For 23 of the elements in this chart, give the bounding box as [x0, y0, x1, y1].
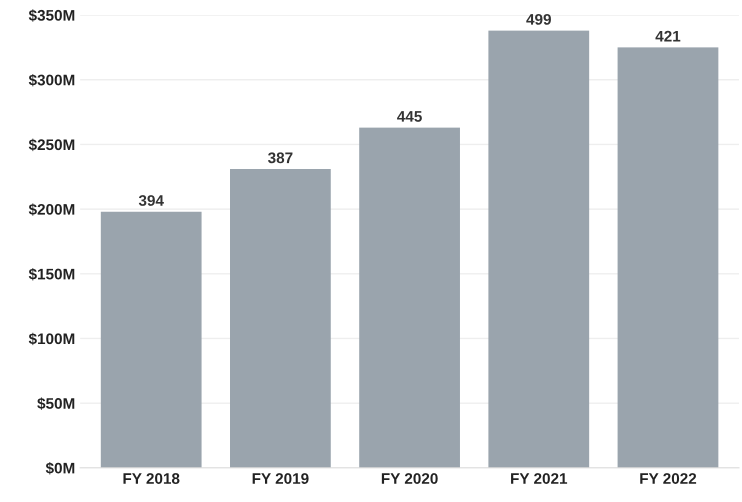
- y-tick-label: $0M: [46, 462, 74, 475]
- annotation: 394: [138, 195, 164, 206]
- y-tick-label: $250M: [28, 138, 74, 152]
- annotation: 499: [526, 14, 551, 25]
- bar: [359, 128, 460, 468]
- x-tick-label: FY 2020: [382, 473, 438, 484]
- annotation: 421: [655, 30, 680, 42]
- bar: [230, 169, 331, 468]
- bar: [488, 30, 590, 468]
- x-tick-label: FY 2018: [123, 473, 180, 484]
- bar: [618, 47, 718, 468]
- annotation: 445: [397, 111, 422, 122]
- y-tick-label: $350M: [28, 9, 74, 22]
- y-tick-label: $150M: [28, 268, 74, 280]
- x-tick-label: FY 2021: [511, 473, 568, 484]
- x-tick-label: FY 2019: [252, 473, 309, 484]
- y-tick-label: $100M: [28, 332, 74, 346]
- annotation: 387: [268, 152, 292, 164]
- y-tick-label: $50M: [37, 397, 74, 410]
- y-tick-label: $300M: [28, 74, 74, 86]
- bar: [100, 212, 202, 468]
- y-tick-label: $200M: [28, 203, 74, 216]
- x-tick-label: FY 2022: [640, 473, 696, 484]
